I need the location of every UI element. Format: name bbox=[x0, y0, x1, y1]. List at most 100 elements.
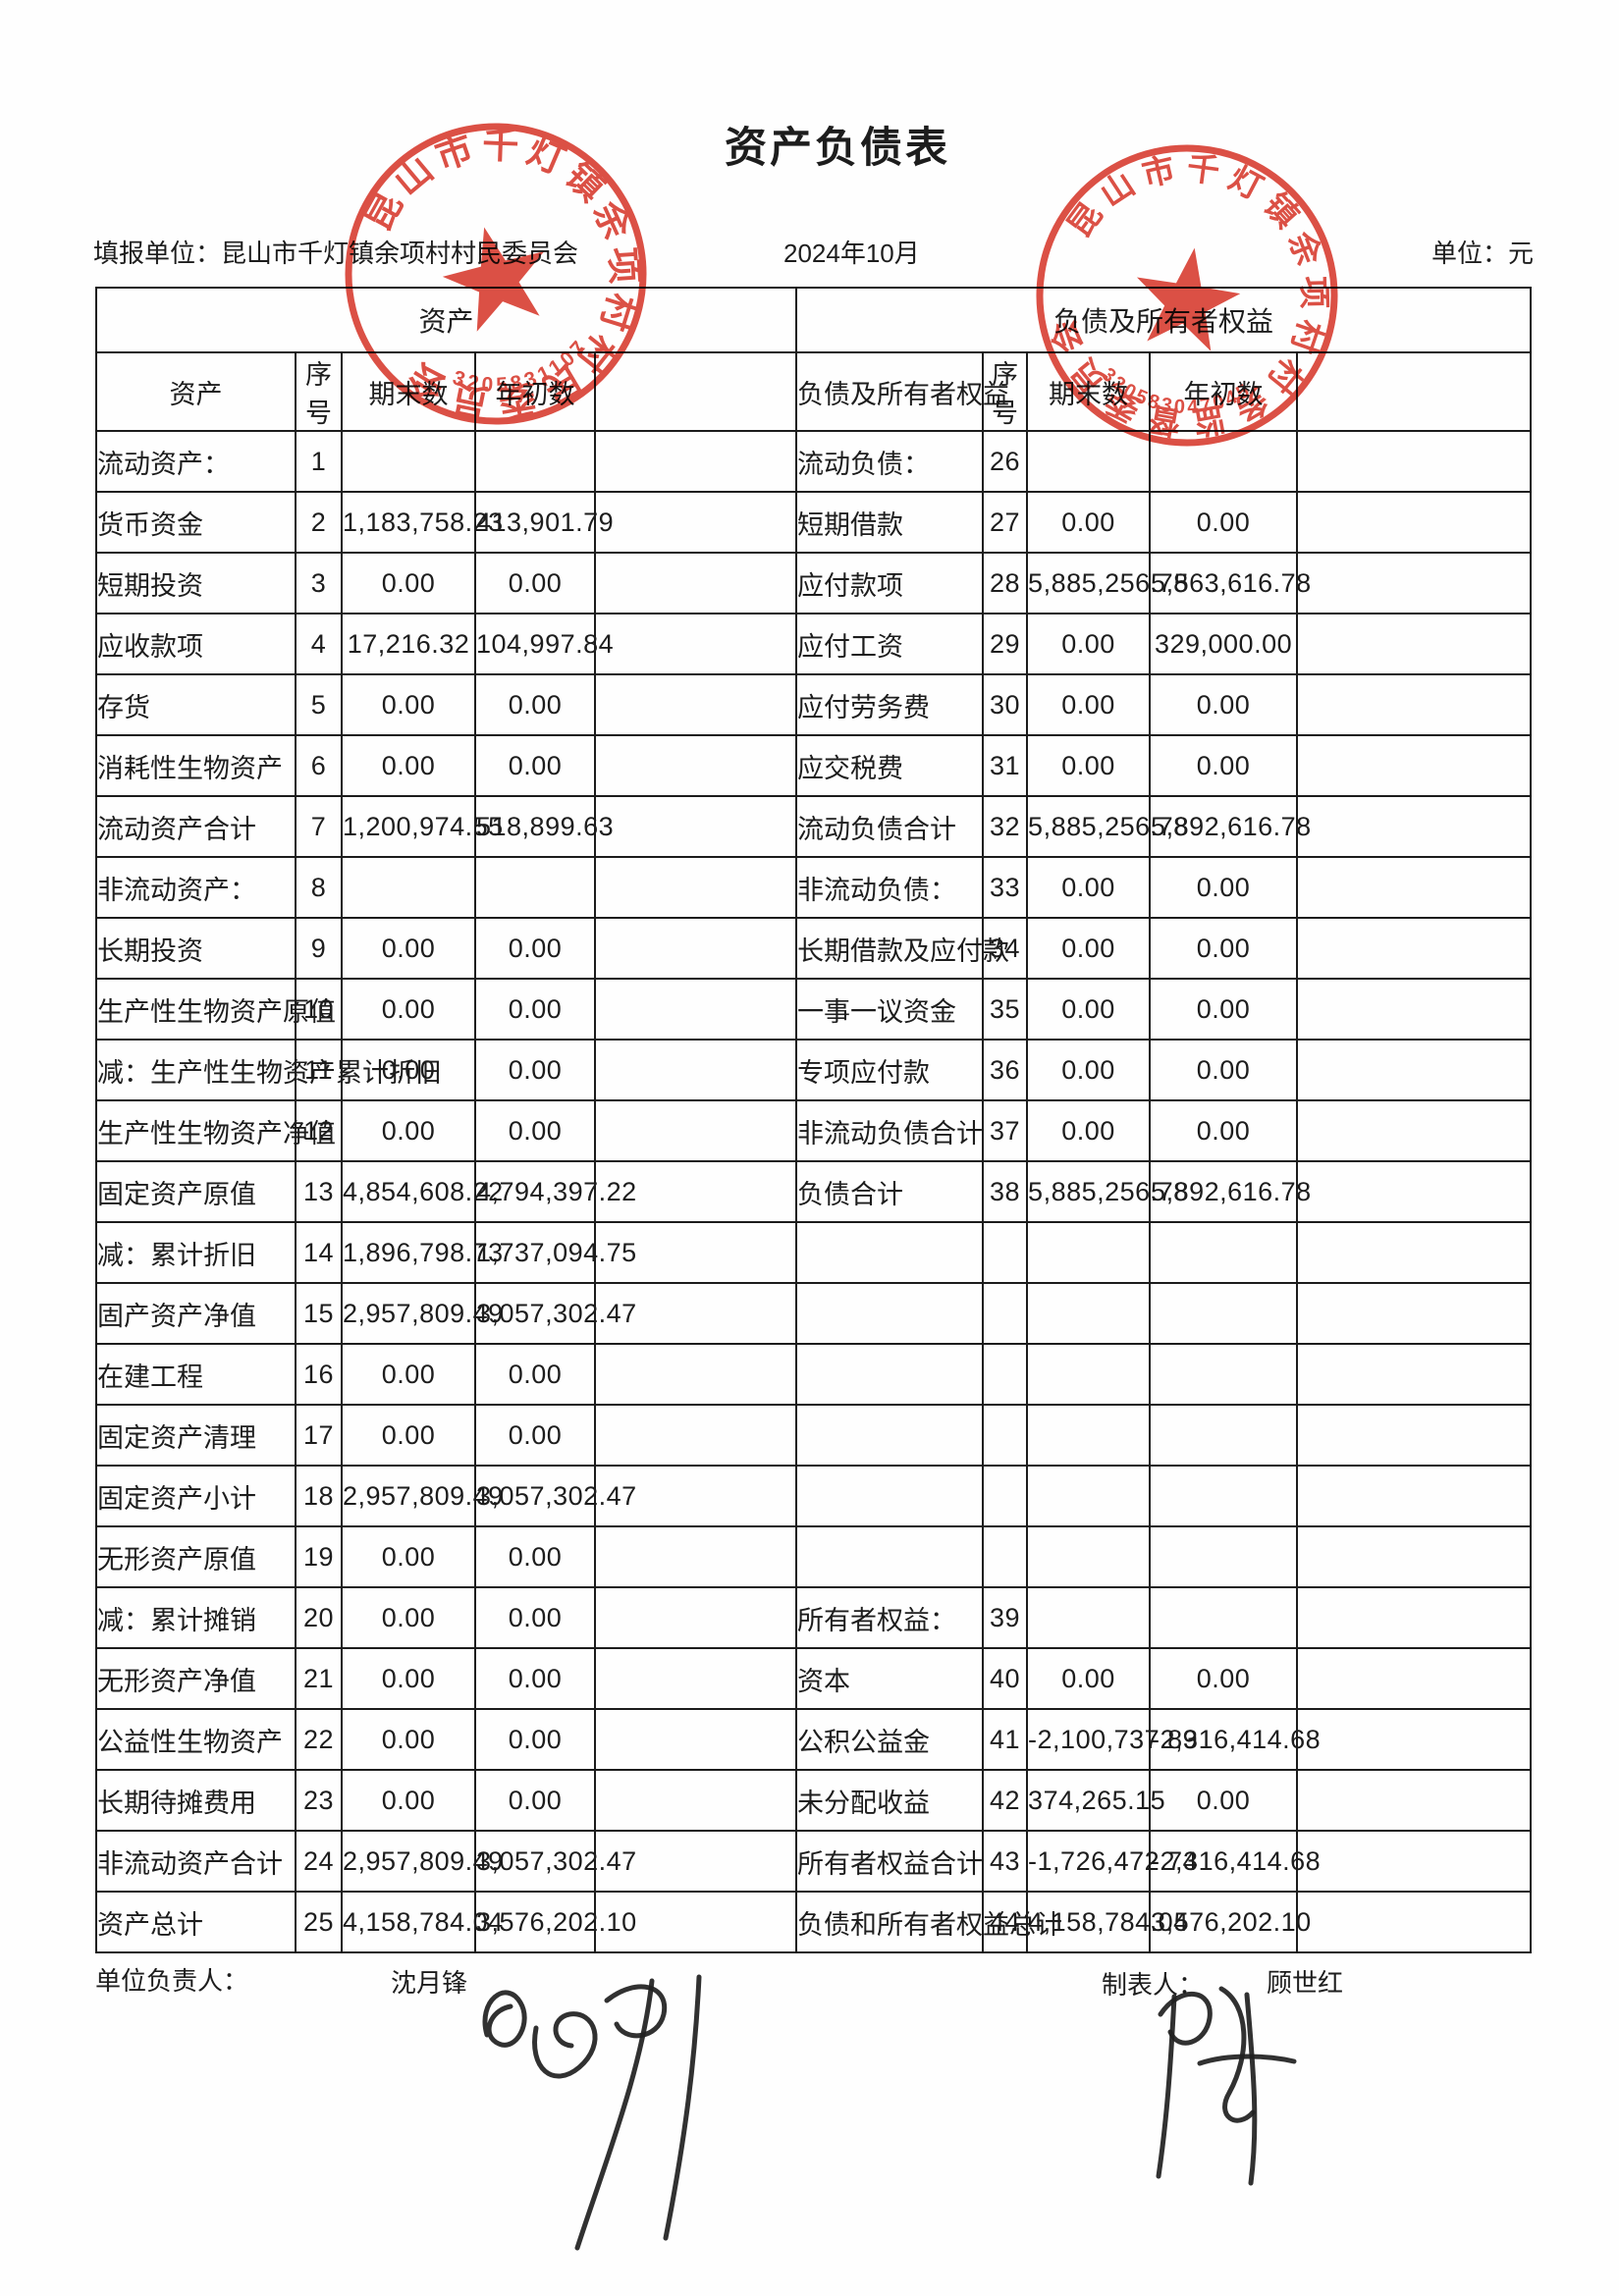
asset-beginning-cell: 0.00 bbox=[474, 1525, 596, 1588]
asset-no-cell: 20 bbox=[295, 1586, 343, 1649]
asset-name-cell: 生产性生物资产净值 bbox=[95, 1099, 336, 1162]
liability-name-cell: 流动负债合计 bbox=[795, 795, 985, 858]
asset-ending-cell: 4,854,608.22 bbox=[341, 1160, 503, 1223]
liability-beginning-cell bbox=[1149, 1343, 1299, 1406]
asset-beginning-cell: 0.00 bbox=[474, 917, 596, 980]
asset-no-cell: 17 bbox=[295, 1404, 343, 1467]
table-row: 生产性生物资产原值 10 0.00 0.00 一事一议资金 35 0.00 0.00 bbox=[95, 978, 1533, 1041]
spacer-cell-left bbox=[593, 1586, 798, 1649]
table-row: 长期投资 9 0.00 0.00 长期借款及应付款 34 0.00 0.00 bbox=[95, 917, 1533, 980]
table-row: 固产资产净值 15 2,957,809.49 3,057,302.47 bbox=[95, 1282, 1533, 1345]
liability-beginning-cell: -2,316,414.68 bbox=[1149, 1708, 1321, 1771]
asset-no-cell: 16 bbox=[295, 1343, 343, 1406]
spacer-cell-left bbox=[593, 430, 798, 493]
liability-ending-cell bbox=[1026, 1282, 1152, 1345]
manager-name: 沈月锋 bbox=[391, 1968, 468, 1998]
liability-name-cell bbox=[795, 1525, 985, 1588]
asset-no-cell: 24 bbox=[295, 1830, 343, 1893]
liability-name-cell: 非流动负债： bbox=[795, 856, 985, 919]
manager-signature bbox=[482, 1974, 702, 2251]
asset-name-cell: 长期待摊费用 bbox=[95, 1769, 297, 1832]
liability-name-cell bbox=[795, 1282, 985, 1345]
liability-ending-cell: 4,158,784.04 bbox=[1026, 1891, 1188, 1953]
asset-no-cell: 3 bbox=[295, 552, 343, 614]
asset-beginning-cell: 0.00 bbox=[474, 734, 596, 797]
asset-ending-cell: 0.00 bbox=[341, 1769, 476, 1832]
spacer-cell-right bbox=[1296, 613, 1533, 675]
spacer-cell-right bbox=[1296, 1891, 1533, 1953]
asset-ending-cell: 0.00 bbox=[341, 1647, 476, 1710]
table-row: 长期待摊费用 23 0.00 0.00 未分配收益 42 374,265.15 0.00 bbox=[95, 1769, 1533, 1832]
col-header-spacer-left bbox=[593, 351, 798, 432]
table-row: 资产总计 25 4,158,784.04 3,576,202.10 负债和所有者权益总计… bbox=[95, 1891, 1533, 1953]
table-row: 短期投资 3 0.00 0.00 应付款项 28 5,885,256.78 5,563,616… bbox=[95, 552, 1533, 614]
liability-name-cell: 负债合计 bbox=[795, 1160, 985, 1223]
spacer-cell-right bbox=[1296, 1039, 1533, 1101]
spacer-cell-right bbox=[1296, 1830, 1533, 1893]
asset-beginning-cell: 518,899.63 bbox=[474, 795, 614, 858]
asset-name-cell: 长期投资 bbox=[95, 917, 297, 980]
asset-name-cell: 存货 bbox=[95, 673, 297, 736]
asset-no-cell: 8 bbox=[295, 856, 343, 919]
liability-no-cell: 28 bbox=[982, 552, 1029, 614]
liability-name-cell bbox=[795, 1404, 985, 1467]
liability-ending-cell bbox=[1026, 1525, 1152, 1588]
asset-ending-cell: 0.00 bbox=[341, 1099, 476, 1162]
liability-ending-cell: 5,885,256.78 bbox=[1026, 1160, 1188, 1223]
liability-beginning-cell: 5,892,616.78 bbox=[1149, 795, 1311, 858]
spacer-cell-left bbox=[593, 1769, 798, 1832]
table-row: 固定资产小计 18 2,957,809.49 3,057,302.47 bbox=[95, 1465, 1533, 1527]
liability-beginning-cell: 0.00 bbox=[1149, 1099, 1299, 1162]
liability-name-cell: 负债和所有者权益总计 bbox=[795, 1891, 1062, 1953]
asset-beginning-cell: 0.00 bbox=[474, 1586, 596, 1649]
liability-ending-cell: 0.00 bbox=[1026, 917, 1152, 980]
table-row: 非流动资产合计 24 2,957,809.49 3,057,302.47 所有者权益合计… bbox=[95, 1830, 1533, 1893]
asset-beginning-cell: 0.00 bbox=[474, 978, 596, 1041]
balance-sheet-table: 资产 负债及所有者权益 资产 序号 期末数 年初数 负债及所有者权益 序号 期末… bbox=[94, 287, 1533, 1953]
liability-no-cell: 40 bbox=[982, 1647, 1029, 1710]
asset-no-cell: 25 bbox=[295, 1891, 343, 1953]
spacer-cell-left bbox=[593, 1891, 798, 1953]
spacer-cell-left bbox=[593, 613, 798, 675]
liability-no-cell bbox=[982, 1525, 1029, 1588]
liability-no-cell bbox=[982, 1404, 1029, 1467]
liability-ending-cell: 0.00 bbox=[1026, 1099, 1152, 1162]
asset-name-cell: 流动资产： bbox=[95, 430, 297, 493]
liability-ending-cell bbox=[1026, 1221, 1152, 1284]
col-header-no: 序号 bbox=[295, 351, 343, 432]
liability-ending-cell: 5,885,256.78 bbox=[1026, 552, 1188, 614]
spacer-cell-left bbox=[593, 734, 798, 797]
table-row: 减：累计摊销 20 0.00 0.00 所有者权益： 39 bbox=[95, 1586, 1533, 1649]
spacer-cell-left bbox=[593, 917, 798, 980]
asset-name-cell: 减：累计摊销 bbox=[95, 1586, 297, 1649]
asset-beginning-cell: 0.00 bbox=[474, 1099, 596, 1162]
liability-beginning-cell bbox=[1149, 1404, 1299, 1467]
col-header-spacer-right bbox=[1296, 351, 1533, 432]
asset-no-cell: 15 bbox=[295, 1282, 343, 1345]
asset-name-cell: 非流动资产： bbox=[95, 856, 297, 919]
asset-ending-cell: 0.00 bbox=[341, 552, 476, 614]
supervision-committee-seal: 昆山市千灯镇余项村村务监督委员会 3205830470455 bbox=[1006, 115, 1354, 462]
spacer-cell-right bbox=[1296, 1282, 1533, 1345]
asset-no-cell: 1 bbox=[295, 430, 343, 493]
asset-beginning-cell bbox=[474, 430, 596, 493]
liability-no-cell: 30 bbox=[982, 673, 1029, 736]
asset-ending-cell: 17,216.32 bbox=[341, 613, 476, 675]
asset-ending-cell: 2,957,809.49 bbox=[341, 1282, 503, 1345]
asset-ending-cell: 0.00 bbox=[341, 1039, 476, 1101]
liability-beginning-cell: 0.00 bbox=[1149, 734, 1299, 797]
asset-beginning-cell: 0.00 bbox=[474, 552, 596, 614]
liability-name-cell: 专项应付款 bbox=[795, 1039, 985, 1101]
liability-name-cell: 所有者权益： bbox=[795, 1586, 985, 1649]
spacer-cell-left bbox=[593, 1465, 798, 1527]
liability-ending-cell: 0.00 bbox=[1026, 856, 1152, 919]
asset-name-cell: 无形资产净值 bbox=[95, 1647, 297, 1710]
spacer-cell-left bbox=[593, 1282, 798, 1345]
table-row: 无形资产原值 19 0.00 0.00 bbox=[95, 1525, 1533, 1588]
asset-ending-cell: 0.00 bbox=[341, 1586, 476, 1649]
liability-name-cell: 所有者权益合计 bbox=[795, 1830, 985, 1893]
asset-beginning-cell: 0.00 bbox=[474, 1708, 596, 1771]
asset-no-cell: 2 bbox=[295, 491, 343, 554]
asset-name-cell: 应收款项 bbox=[95, 613, 297, 675]
asset-ending-cell bbox=[341, 430, 476, 493]
